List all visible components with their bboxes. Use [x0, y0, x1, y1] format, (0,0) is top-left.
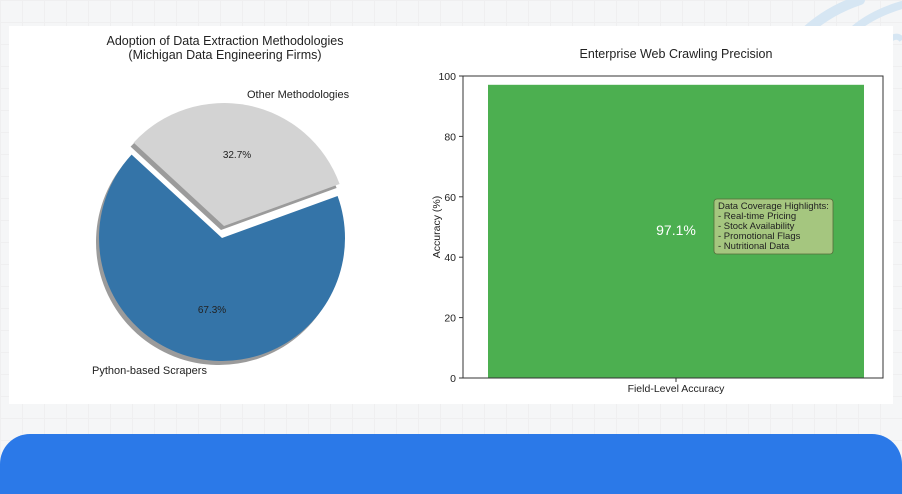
- annotation-line-4: - Promotional Flags: [718, 231, 801, 242]
- x-tick-label: Field-Level Accuracy: [628, 383, 726, 395]
- pie-label-other: Other Methodologies: [247, 89, 350, 101]
- pie-label-python: Python-based Scrapers: [92, 365, 207, 377]
- y-tick-40: 40: [444, 252, 456, 264]
- pie-pct-other: 32.7%: [223, 150, 251, 161]
- y-axis-label: Accuracy (%): [431, 196, 443, 258]
- pie-title-line2: (Michigan Data Engineering Firms): [128, 48, 321, 62]
- annotation-line-3: - Stock Availability: [718, 221, 795, 232]
- bar-value-label: 97.1%: [656, 222, 696, 238]
- annotation-line-1: Data Coverage Highlights:: [718, 201, 829, 212]
- bar-title: Enterprise Web Crawling Precision: [580, 47, 773, 61]
- coverage-annotation: Data Coverage Highlights: - Real-time Pr…: [713, 198, 834, 255]
- y-tick-60: 60: [444, 192, 456, 204]
- y-tick-0: 0: [450, 373, 456, 385]
- pie-slice-python[interactable]: [98, 154, 345, 362]
- pie-title-line1: Adoption of Data Extraction Methodologie…: [107, 34, 344, 48]
- plot-frame: [462, 75, 884, 379]
- y-tick-20: 20: [444, 313, 456, 325]
- pie-pct-python: 67.3%: [198, 305, 226, 316]
- bottom-panel: [0, 434, 902, 494]
- y-tick-100: 100: [438, 71, 456, 83]
- annotation-line-2: - Real-time Pricing: [718, 211, 796, 222]
- pie-slice-other[interactable]: [133, 103, 340, 226]
- pie-chart: Adoption of Data Extraction Methodologie…: [92, 34, 350, 377]
- bar-chart: Enterprise Web Crawling Precision 0 20 4…: [431, 47, 884, 395]
- charts-canvas: Adoption of Data Extraction Methodologie…: [92, 34, 884, 395]
- y-tick-80: 80: [444, 131, 456, 143]
- annotation-line-5: - Nutritional Data: [718, 241, 790, 252]
- y-axis: [459, 75, 463, 379]
